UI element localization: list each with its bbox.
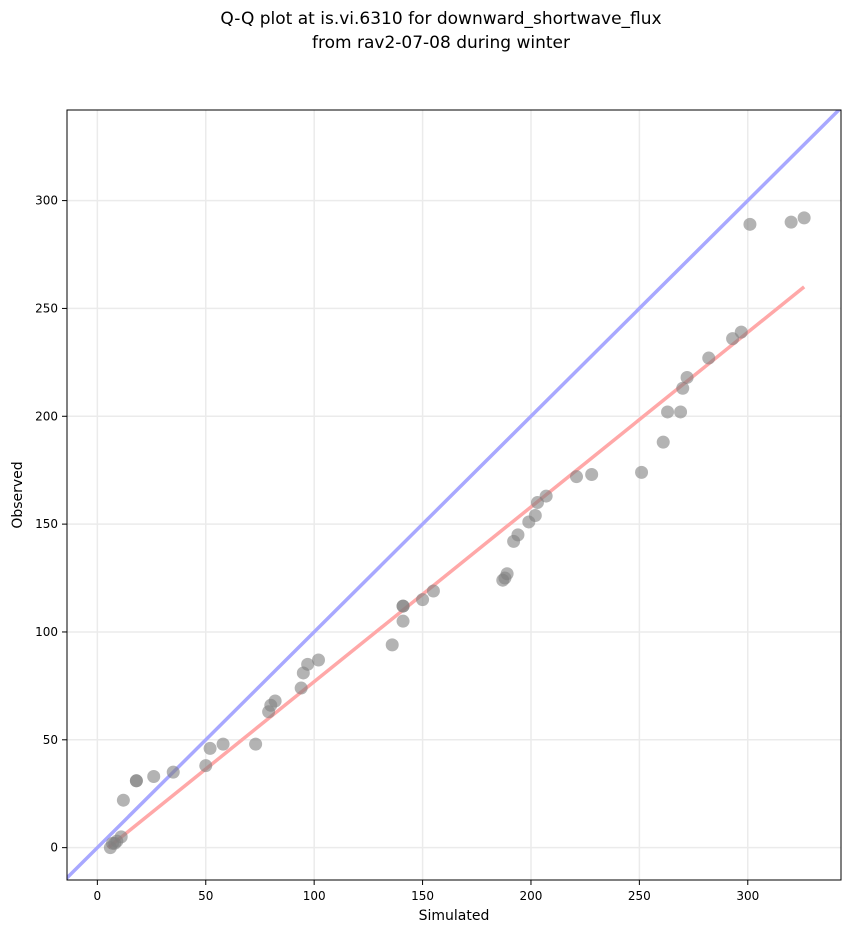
x-tick-label: 150 (411, 889, 434, 903)
data-point (129, 774, 143, 788)
data-point (396, 599, 410, 613)
data-point (674, 405, 688, 419)
data-point (680, 370, 694, 384)
data-point (743, 217, 757, 231)
chart-title-line-1: Q-Q plot at is.vi.6310 for downward_shor… (220, 9, 661, 29)
data-point (511, 528, 525, 542)
x-tick-label: 200 (520, 889, 543, 903)
data-point (661, 405, 675, 419)
x-axis-ticks: 0 50 100 150 200 250 300 (94, 880, 759, 903)
data-point (784, 215, 798, 229)
data-point (797, 211, 811, 225)
data-point (294, 681, 308, 695)
x-tick-label: 0 (94, 889, 102, 903)
data-point (734, 325, 748, 339)
data-point (528, 508, 542, 522)
x-tick-label: 100 (303, 889, 326, 903)
data-point (500, 567, 514, 581)
identity-line (67, 110, 841, 880)
y-tick-label: 300 (35, 194, 58, 208)
data-point (416, 593, 430, 607)
data-point (311, 653, 325, 667)
data-points (103, 211, 811, 855)
data-point (656, 435, 670, 449)
fit-line (107, 285, 806, 850)
plot-frame (66, 109, 842, 881)
y-tick-label: 150 (35, 517, 58, 531)
data-point (635, 465, 649, 479)
y-tick-label: 0 (50, 841, 58, 855)
data-point (203, 741, 217, 755)
data-point (116, 793, 130, 807)
data-point (216, 737, 230, 751)
data-point (426, 584, 440, 598)
data-point (166, 765, 180, 779)
y-tick-label: 200 (35, 409, 58, 423)
data-point (569, 470, 583, 484)
data-point (585, 468, 599, 482)
data-point (147, 769, 161, 783)
chart-title-line-2: from rav2-07-08 during winter (312, 33, 570, 53)
data-point (385, 638, 399, 652)
y-tick-label: 50 (43, 733, 58, 747)
y-tick-label: 100 (35, 625, 58, 639)
data-point (268, 694, 282, 708)
data-point (114, 830, 128, 844)
data-point (301, 657, 315, 671)
data-point (702, 351, 716, 365)
y-axis-ticks: 0 50 100 150 200 250 300 (35, 194, 67, 855)
data-point (396, 614, 410, 628)
y-tick-label: 250 (35, 301, 58, 315)
data-point (249, 737, 263, 751)
x-tick-label: 50 (198, 889, 213, 903)
reference-lines (67, 110, 841, 880)
data-point (539, 489, 553, 503)
x-tick-label: 300 (736, 889, 759, 903)
data-point (199, 759, 213, 773)
x-tick-label: 250 (628, 889, 651, 903)
data-point (676, 381, 690, 395)
grid-lines (67, 110, 841, 880)
y-axis-label: Observed (10, 461, 26, 528)
x-axis-label: Simulated (419, 908, 490, 924)
